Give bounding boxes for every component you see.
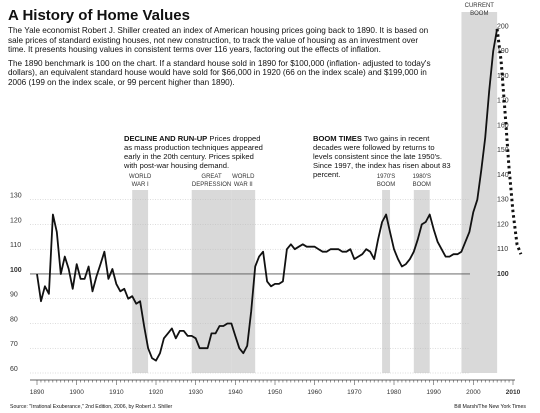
source-note: Source: "Irrational Exuberance," 2nd Edi… (10, 404, 173, 410)
period-label: WAR I (132, 182, 149, 188)
y-tick-label-right: 180 (497, 73, 509, 80)
period-shade (382, 190, 391, 373)
y-tick-label-right: 160 (497, 122, 509, 129)
period-label: GREAT (201, 174, 222, 180)
y-tick-label-right: 150 (497, 147, 509, 154)
period-label: WORLD (232, 174, 255, 180)
x-tick-label: 1940 (228, 389, 243, 396)
y-tick-label-left: 100 (10, 267, 22, 274)
period-shade (413, 190, 430, 373)
intro-paragraph-2: The 1890 benchmark is 100 on the chart. … (8, 58, 431, 87)
y-tick-label-right: 110 (497, 246, 508, 253)
y-tick-label-right: 100 (497, 271, 509, 278)
period-label: CURRENT (465, 3, 495, 9)
period-shade (132, 190, 149, 373)
period-label: DEPRESSION (192, 182, 231, 188)
period-label: 1970'S (377, 174, 396, 180)
annotation-boom-times: BOOM TIMES Two gains in recent decades w… (313, 134, 453, 179)
period-label: BOOM (377, 182, 395, 188)
period-label: 1980'S (413, 174, 432, 180)
y-tick-label-left: 110 (10, 242, 21, 249)
x-tick-label: 1910 (109, 389, 124, 396)
y-tick-label-right: 140 (497, 172, 509, 179)
x-tick-label: 1890 (30, 389, 45, 396)
x-tick-label: 1930 (188, 389, 203, 396)
axis-ticks: 60 70 80 90 100 110 120 130 100 110 120 130 140 150 16… (10, 23, 521, 396)
y-tick-label-left: 130 (10, 193, 22, 200)
annotation-decline-runup: DECLINE AND RUN-UP Prices dropped as mas… (124, 134, 266, 170)
x-tick-label: 1960 (307, 389, 322, 396)
x-tick-label: 1990 (426, 389, 441, 396)
y-tick-label-right: 120 (497, 221, 509, 228)
period-label: WORLD (129, 174, 152, 180)
period-shade (231, 190, 256, 373)
chart-title: A History of Home Values (8, 7, 190, 24)
period-shades (132, 12, 498, 373)
annotation-heading: DECLINE AND RUN-UP (124, 134, 208, 143)
y-tick-label-left: 120 (10, 217, 22, 224)
x-tick-label: 2000 (466, 389, 481, 396)
y-tick-label-left: 60 (10, 366, 18, 373)
x-tick-label: 1980 (387, 389, 402, 396)
projection-line (495, 28, 523, 255)
y-tick-label-left: 90 (10, 292, 18, 299)
annotation-heading: BOOM TIMES (313, 134, 362, 143)
x-tick-label: 1920 (149, 389, 164, 396)
period-label: WAR II (234, 182, 253, 188)
y-tick-label-left: 70 (10, 341, 18, 348)
x-tick-label: 1970 (347, 389, 362, 396)
y-tick-label-right: 130 (497, 197, 509, 204)
x-tick-label: 1950 (268, 389, 283, 396)
period-label: BOOM (470, 11, 488, 17)
annotation-body: Two gains in recent decades were followe… (313, 134, 451, 179)
y-tick-label-right: 190 (497, 48, 509, 55)
y-tick-label-left: 80 (10, 316, 18, 323)
intro-text: The Yale economist Robert J. Shiller cre… (8, 26, 433, 92)
annotation-body: Prices dropped as mass production techni… (124, 134, 263, 170)
x-tick-label: 1900 (69, 389, 84, 396)
x-tick-label: 2010 (506, 389, 521, 396)
series-lines (36, 28, 523, 362)
index-line (36, 28, 498, 362)
y-tick-label-right: 200 (497, 23, 509, 30)
period-label: BOOM (413, 182, 431, 188)
credit-note: Bill Marsh/The New York Times (454, 404, 526, 410)
intro-paragraph-1: The Yale economist Robert J. Shiller cre… (8, 26, 429, 55)
